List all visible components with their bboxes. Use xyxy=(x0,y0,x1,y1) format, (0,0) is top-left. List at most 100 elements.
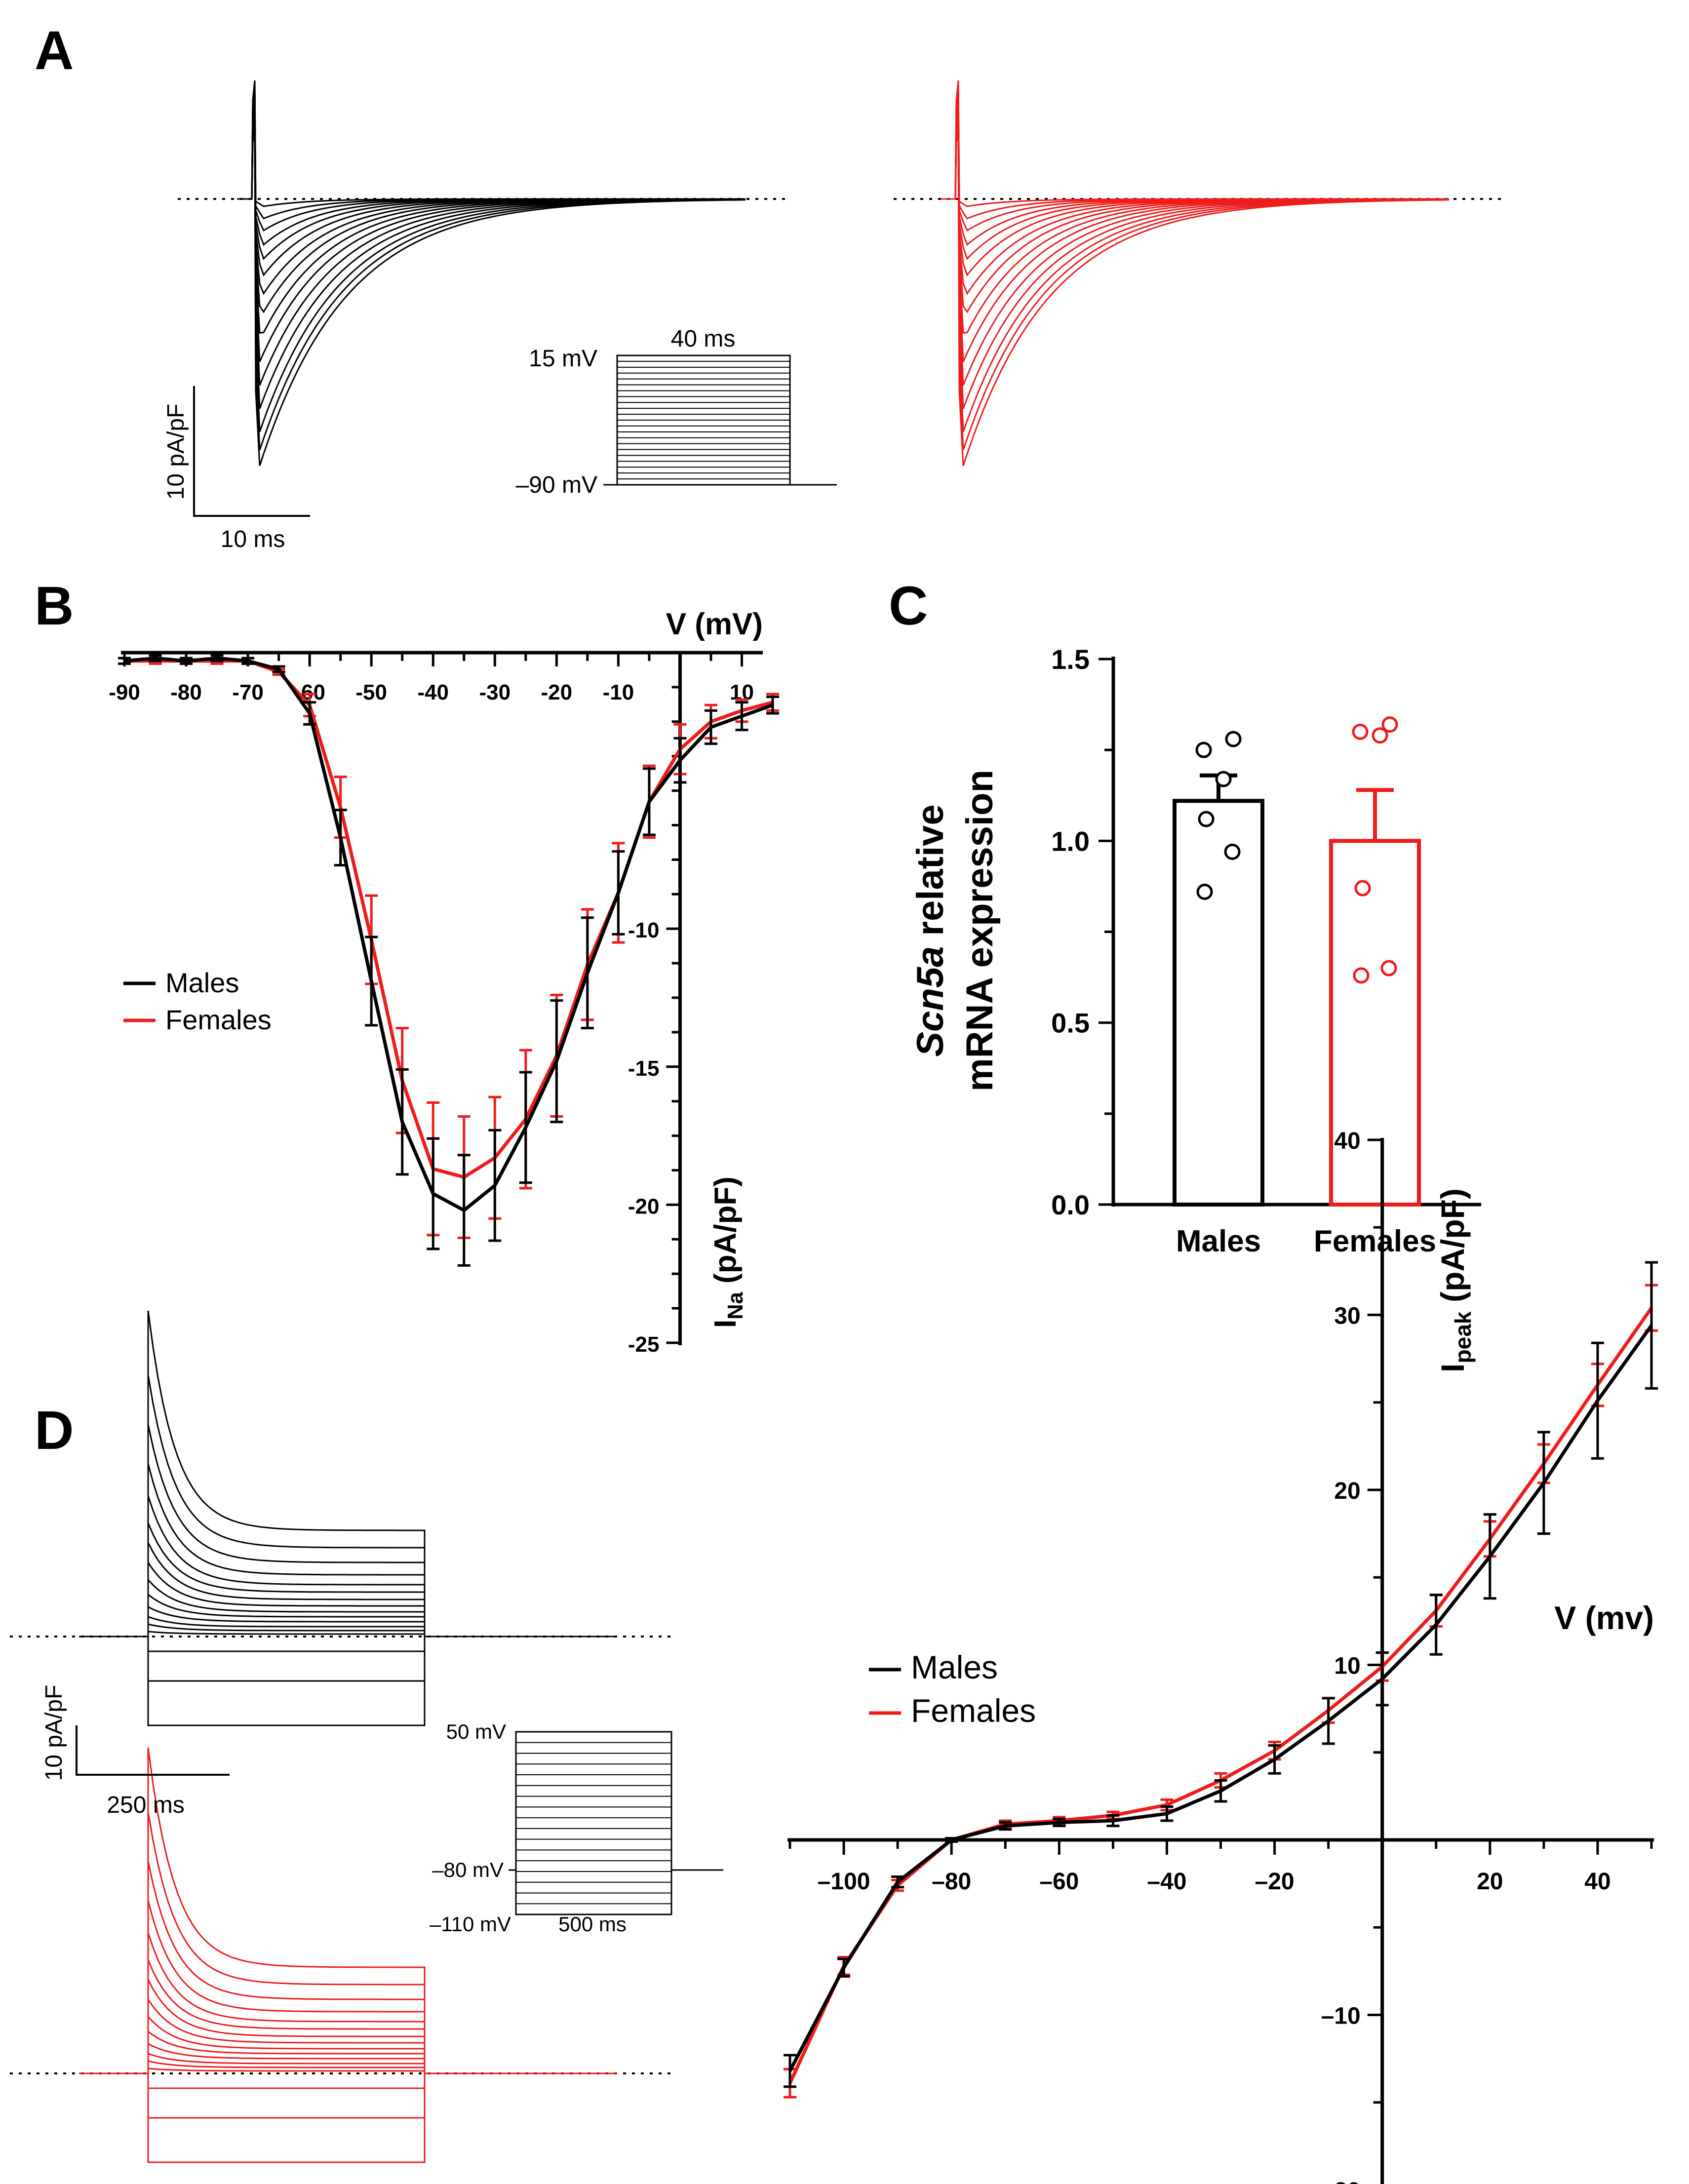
current-trace xyxy=(79,1623,617,1638)
y-axis-title-unit: (pA/pF) xyxy=(1434,1188,1471,1311)
x-category-label: Males xyxy=(1176,1224,1261,1258)
protocol-frame xyxy=(515,1731,672,1915)
protocol-d-duration-label: 500 ms xyxy=(558,1912,627,1936)
current-trace xyxy=(79,1959,617,2074)
current-trace xyxy=(237,92,746,246)
inward-current-trace xyxy=(147,1637,426,1682)
x-tick-label: -30 xyxy=(479,680,511,704)
panel-d: D 10 pA/pF 250 ms 50 mV –80 mV –110 mV 5… xyxy=(10,1128,1658,2184)
y-axis-title-sub: Na xyxy=(724,1291,747,1319)
current-trace xyxy=(79,1310,617,1638)
current-trace xyxy=(941,92,1449,246)
y-axis-title-rest: relative xyxy=(909,804,951,946)
inward-current-trace xyxy=(147,2073,426,2119)
x-axis-title: V (mV) xyxy=(666,607,763,641)
bar-chart-scn5a: 0.0 0.5 1.0 1.5 Scn5a relative mRNA expressio… xyxy=(909,644,1481,1258)
protocol-d-bottom-label: –110 mV xyxy=(430,1912,511,1936)
current-trace xyxy=(79,1631,617,1638)
current-trace xyxy=(79,2042,617,2074)
sodium-current-traces-males xyxy=(237,80,746,466)
y-tick-label: 1.5 xyxy=(1051,644,1090,675)
legend-label: Males xyxy=(165,967,239,998)
y-tick-label: -25 xyxy=(628,1332,660,1357)
current-trace xyxy=(79,2030,617,2074)
current-trace xyxy=(941,116,1449,362)
protocol-a-bottom-label: –90 mV xyxy=(516,472,597,498)
current-trace xyxy=(79,1615,617,1638)
protocol-d-top-label: 50 mV xyxy=(446,1720,506,1743)
inward-current-trace xyxy=(147,2073,426,2089)
x-tick-label: –40 xyxy=(1147,1869,1186,1895)
data-point xyxy=(1196,883,1213,900)
current-trace xyxy=(237,112,746,334)
x-tick-label: –60 xyxy=(1039,1869,1079,1895)
y-tick-label: 30 xyxy=(1334,1303,1360,1329)
current-trace xyxy=(79,2067,617,2074)
y-tick-label: -10 xyxy=(628,918,660,942)
data-point xyxy=(1381,716,1398,733)
voltage-protocol-a xyxy=(603,354,837,486)
y-tick-label: 1.0 xyxy=(1051,825,1090,857)
legend-label: Females xyxy=(911,1692,1036,1729)
current-trace xyxy=(237,135,746,466)
current-trace xyxy=(79,1522,617,1638)
current-trace xyxy=(79,1861,617,2074)
current-trace xyxy=(79,1374,617,1638)
y-axis-title-main: I xyxy=(1434,1364,1471,1372)
protocol-d-hold-label: –80 mV xyxy=(432,1858,504,1881)
y-tick-label: 0.0 xyxy=(1051,1189,1090,1220)
scalebar-a-y-label: 10 pA/pF xyxy=(163,404,189,500)
current-trace xyxy=(941,131,1449,451)
panel-label-a: A xyxy=(35,20,74,81)
current-trace xyxy=(79,2060,617,2074)
data-point xyxy=(1224,843,1241,860)
x-tick-label: 20 xyxy=(1477,1869,1503,1895)
scalebar-a xyxy=(193,386,310,517)
series-males xyxy=(118,654,780,1267)
current-trace xyxy=(79,1495,617,1638)
current-trace xyxy=(79,1747,617,2074)
current-trace xyxy=(941,100,1449,277)
y-axis-title-gene: Scn5a xyxy=(909,946,951,1057)
x-tick-label: –80 xyxy=(932,1869,971,1895)
current-trace xyxy=(237,123,746,409)
current-trace xyxy=(79,1578,617,1638)
current-trace xyxy=(79,1542,617,1638)
y-axis-title: INa (pA/pF) xyxy=(708,1176,747,1328)
current-trace xyxy=(79,2052,617,2074)
data-point xyxy=(1215,771,1232,787)
y-axis-title: Ipeak (pA/pF) xyxy=(1434,1188,1476,1372)
data-point xyxy=(1353,967,1370,984)
current-trace xyxy=(79,1424,617,1638)
protocol-a-duration-label: 40 ms xyxy=(671,326,736,352)
legend-label: Males xyxy=(911,1649,998,1685)
x-tick-label: -80 xyxy=(170,680,202,704)
iv-chart-sodium: -90 -80 -70 -60 -50 -40 -30 -20 -10 10-10-15-20-2… xyxy=(109,607,780,1357)
current-trace xyxy=(941,127,1449,432)
data-point xyxy=(1354,880,1371,897)
data-point xyxy=(1225,731,1242,747)
current-trace xyxy=(941,135,1450,466)
x-tick-label: -50 xyxy=(355,680,387,704)
x-tick-label: –100 xyxy=(818,1869,870,1895)
y-tick-label: –10 xyxy=(1321,2003,1361,2029)
x-axis-title: V (mv) xyxy=(1554,1599,1654,1636)
current-trace xyxy=(79,1463,617,1638)
series-line xyxy=(124,656,774,1212)
x-tick-label: 40 xyxy=(1584,1869,1610,1895)
inward-current-trace xyxy=(147,1637,426,1652)
x-tick-label: -90 xyxy=(109,680,140,704)
scalebar-d xyxy=(76,1725,230,1776)
scalebar-d-y-label: 10 pA/pF xyxy=(41,1685,67,1781)
y-tick-label: –20 xyxy=(1321,2178,1361,2184)
scalebar-a-x-label: 10 ms xyxy=(221,526,285,552)
data-point xyxy=(1198,811,1215,827)
sodium-current-traces-females xyxy=(941,80,1450,466)
panel-label-c: C xyxy=(889,576,928,636)
x-tick-label: -20 xyxy=(541,680,573,704)
current-trace xyxy=(79,1900,617,2074)
y-tick-label: 10 xyxy=(1334,1653,1360,1679)
legend-label: Females xyxy=(165,1004,272,1035)
y-axis-title-sub: peak xyxy=(1450,1311,1476,1364)
